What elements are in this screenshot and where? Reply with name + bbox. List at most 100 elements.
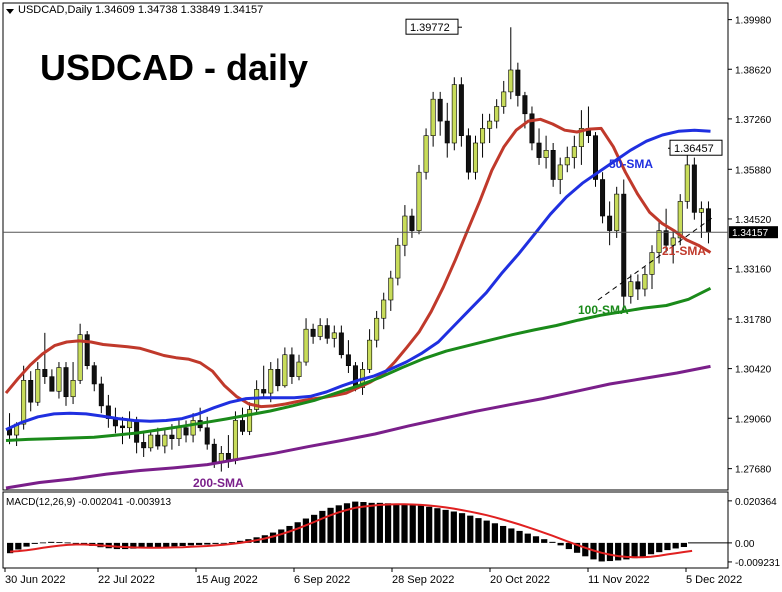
candle-body	[232, 420, 238, 461]
macd-bar	[204, 542, 211, 545]
macd-bar	[615, 542, 622, 561]
candle-body	[402, 215, 408, 246]
sma-lines	[4, 117, 712, 490]
macd-bar	[606, 542, 614, 562]
candle-body	[381, 299, 387, 319]
macd-bar	[278, 529, 285, 543]
macd-bar	[269, 532, 277, 543]
macd-bar	[680, 542, 687, 548]
last-price-label: 1.34157	[732, 228, 769, 239]
candle-body	[487, 120, 493, 129]
time-tick-label: 20 Oct 2022	[490, 574, 550, 586]
price-tick-label: 1.31780	[735, 315, 772, 326]
macd-bar	[368, 502, 375, 543]
macd-bar	[146, 542, 153, 549]
macd-bar	[237, 540, 244, 543]
macd-bar	[311, 514, 318, 543]
sma-line-200-sma	[5, 364, 711, 490]
price-tick-label: 1.27680	[735, 465, 772, 476]
macd-bar	[631, 542, 638, 559]
macd-bar	[187, 542, 194, 546]
time-tick-label: 6 Sep 2022	[294, 574, 350, 586]
sma-line-100-sma	[5, 286, 712, 442]
macd-bar	[524, 533, 531, 543]
macd-bar	[138, 542, 145, 549]
candle-body	[423, 135, 429, 173]
candle-body	[480, 128, 486, 144]
macd-bar	[541, 539, 548, 543]
time-tick-label: 15 Aug 2022	[196, 574, 258, 586]
annotation-label: 1.36457	[674, 143, 714, 155]
macd-bar	[163, 542, 170, 548]
candle-body	[155, 434, 161, 447]
candle-body	[515, 69, 521, 96]
candle-body	[642, 274, 648, 290]
macd-tick-label: 0.00	[735, 539, 755, 550]
price-tick-label: 1.39980	[735, 16, 772, 27]
candle-body	[141, 442, 147, 449]
candle-body	[444, 120, 450, 144]
trendline[interactable]	[597, 217, 713, 301]
candle-body	[522, 95, 528, 115]
candle-body	[176, 427, 182, 440]
candle-body	[388, 277, 394, 301]
candle-body	[571, 146, 577, 158]
price-tick-label: 1.38620	[735, 65, 772, 76]
candle-body	[374, 317, 380, 341]
candle-body	[345, 354, 351, 366]
triangle-down-icon[interactable]	[6, 9, 14, 14]
candle-body	[508, 69, 514, 93]
candle-body	[557, 164, 563, 180]
last-price-tag	[729, 226, 778, 239]
candle-body	[49, 376, 55, 392]
macd-bar	[582, 542, 589, 557]
candle-body	[268, 369, 274, 394]
macd-bar	[483, 520, 490, 543]
macd-bar	[360, 502, 367, 543]
macd-bar	[458, 513, 466, 543]
time-tick-label: 30 Jun 2022	[5, 574, 66, 586]
candlesticks	[7, 27, 711, 472]
macd-bar	[565, 542, 572, 550]
candle-body	[190, 420, 196, 436]
candle-body	[656, 230, 662, 253]
macd-bar	[647, 542, 655, 555]
price-tick-label: 1.29060	[735, 414, 772, 425]
macd-bar	[352, 501, 359, 543]
candle-body	[670, 237, 676, 246]
price-tick-label: 1.35880	[735, 165, 772, 176]
candle-body	[614, 193, 620, 231]
candle-body	[691, 164, 697, 213]
candle-body	[77, 334, 83, 381]
macd-bar	[508, 528, 515, 543]
candle-body	[317, 325, 323, 337]
candle-body	[35, 369, 41, 403]
candle-body	[494, 106, 500, 122]
macd-header: MACD(12,26,9) -0.002041 -0.003913	[6, 497, 172, 508]
macd-bar	[327, 507, 334, 543]
candle-body	[275, 369, 281, 387]
time-tick-label: 11 Nov 2022	[588, 574, 650, 586]
candle-body	[430, 98, 436, 136]
macd-bar	[130, 542, 137, 549]
candle-body	[529, 113, 535, 144]
price-tick-label: 1.34520	[735, 215, 772, 226]
macd-bar	[573, 542, 581, 553]
sma100-label: 100-SMA	[578, 303, 629, 317]
macd-bar	[343, 503, 351, 543]
price-tick-label: 1.37260	[735, 115, 772, 126]
candle-body	[338, 332, 344, 356]
time-tick-label: 22 Jul 2022	[98, 574, 155, 586]
candle-body	[578, 128, 584, 147]
macd-bar	[664, 542, 671, 551]
time-tick-label: 5 Dec 2022	[686, 574, 742, 586]
candle-body	[543, 150, 549, 158]
candle-body	[296, 361, 302, 377]
candle-body	[367, 339, 373, 370]
macd-bar	[39, 542, 47, 544]
macd-bar	[549, 541, 556, 543]
macd-bar	[623, 542, 630, 560]
candle-body	[105, 405, 111, 419]
sma200-label: 200-SMA	[193, 476, 244, 490]
